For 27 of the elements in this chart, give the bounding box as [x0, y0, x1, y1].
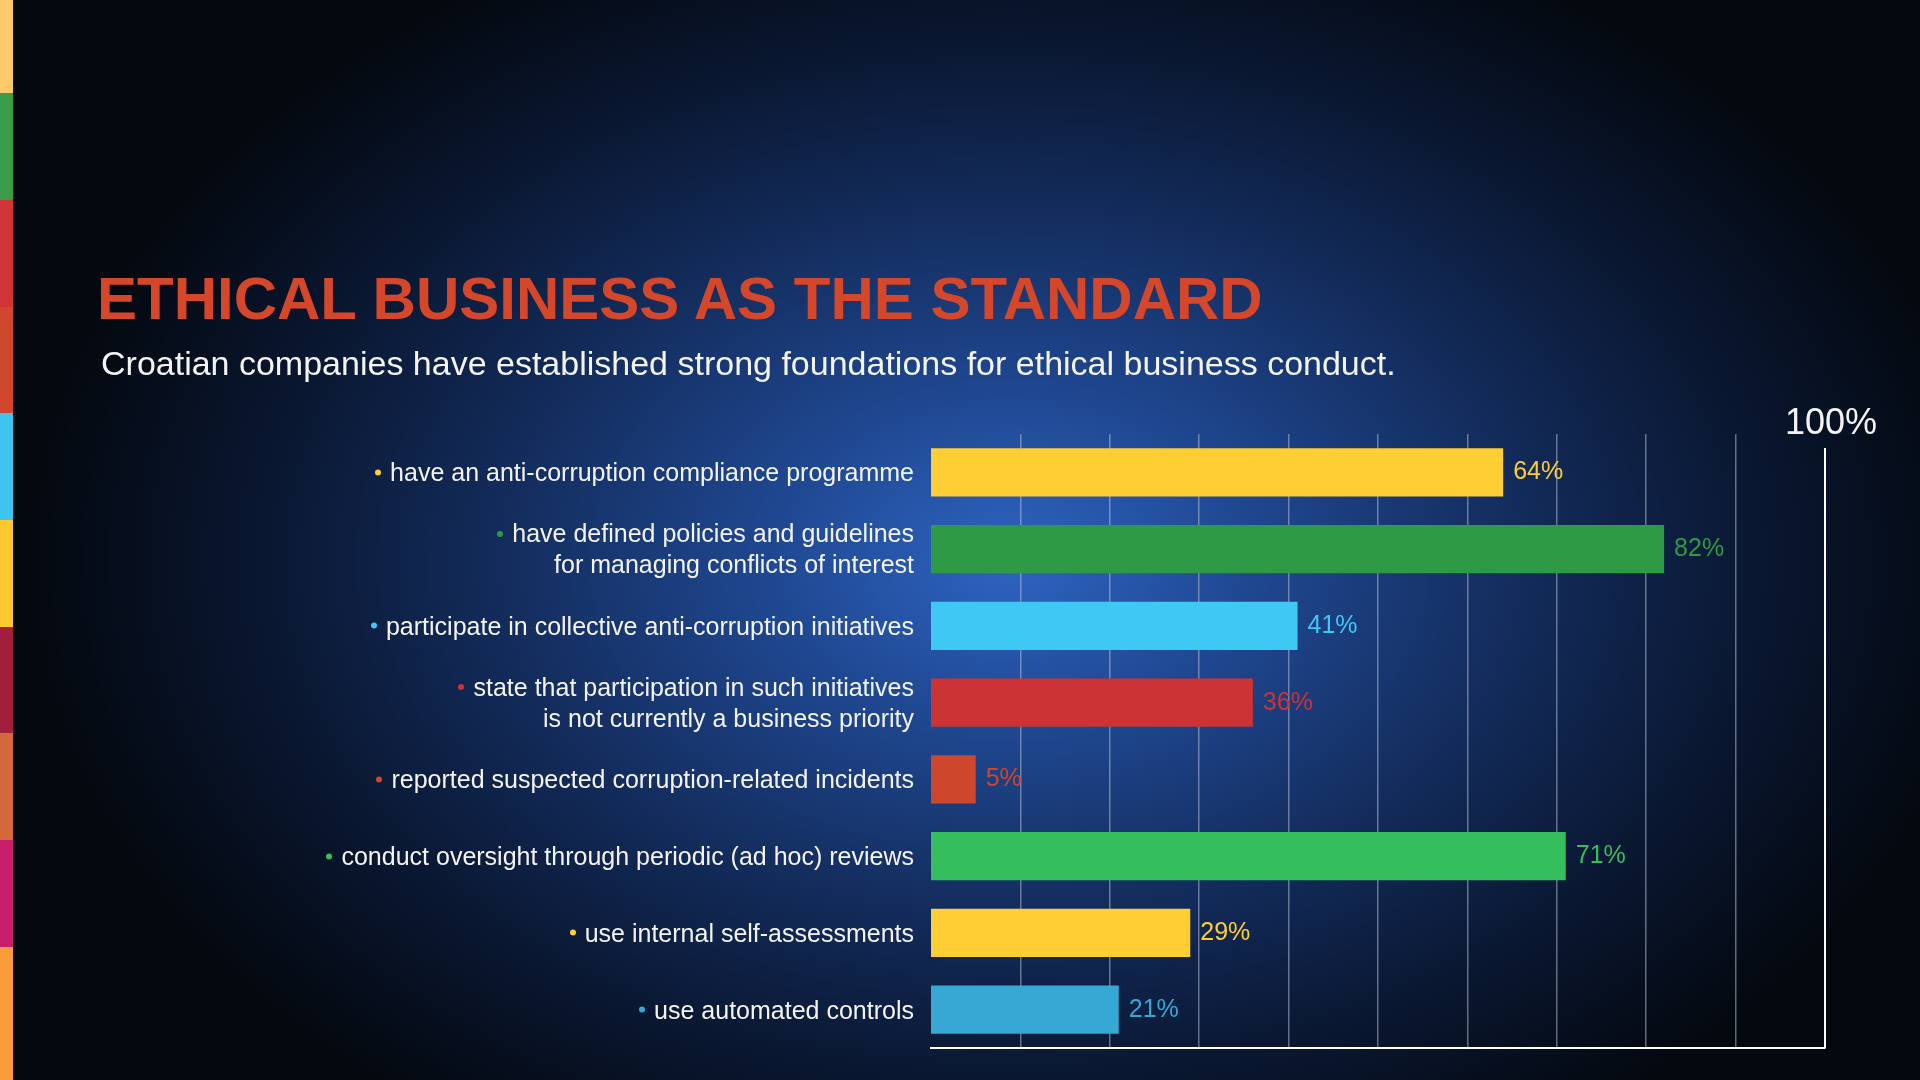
- bar: [931, 985, 1119, 1034]
- y-tick-label: conduct oversight through periodic (ad hoc) reviews: [341, 841, 914, 870]
- y-tick-label: have defined policies and guidelines for managing conflicts of interest: [512, 519, 914, 579]
- y-tick-label: state that participation in such initiatives is not currently a business priority: [473, 672, 914, 732]
- data-label: 82%: [1674, 533, 1725, 562]
- chart-subtitle: Croatian companies have established strong foundations for ethical business conduct.: [101, 343, 1396, 383]
- bar: [931, 831, 1566, 881]
- bar: [931, 755, 976, 804]
- data-label: 29%: [1200, 916, 1251, 945]
- data-label: 41%: [1307, 609, 1358, 638]
- y-tick-label: have an anti-corruption compliance programme: [390, 457, 914, 486]
- data-label: 71%: [1575, 840, 1626, 869]
- y-tick-label: participate in collective anti-corruption initiatives: [385, 611, 914, 640]
- bar: [931, 448, 1504, 497]
- bar: [931, 601, 1298, 651]
- y-tick-label: use automated controls: [654, 995, 914, 1024]
- ref-line-label: 100%: [1784, 401, 1878, 442]
- y-tick-label: reported suspected corruption-related incidents: [391, 764, 914, 793]
- bar: [931, 908, 1191, 958]
- chart-title: ETHICAL BUSINESS AS THE STANDARD: [97, 265, 1263, 332]
- y-tick-label: use internal self-assessments: [584, 918, 914, 947]
- bar: [931, 524, 1665, 574]
- data-label: 5%: [985, 763, 1022, 792]
- data-label: 36%: [1262, 686, 1313, 715]
- bar: [931, 678, 1253, 727]
- data-label: 64%: [1513, 456, 1564, 485]
- data-label: 21%: [1128, 993, 1179, 1022]
